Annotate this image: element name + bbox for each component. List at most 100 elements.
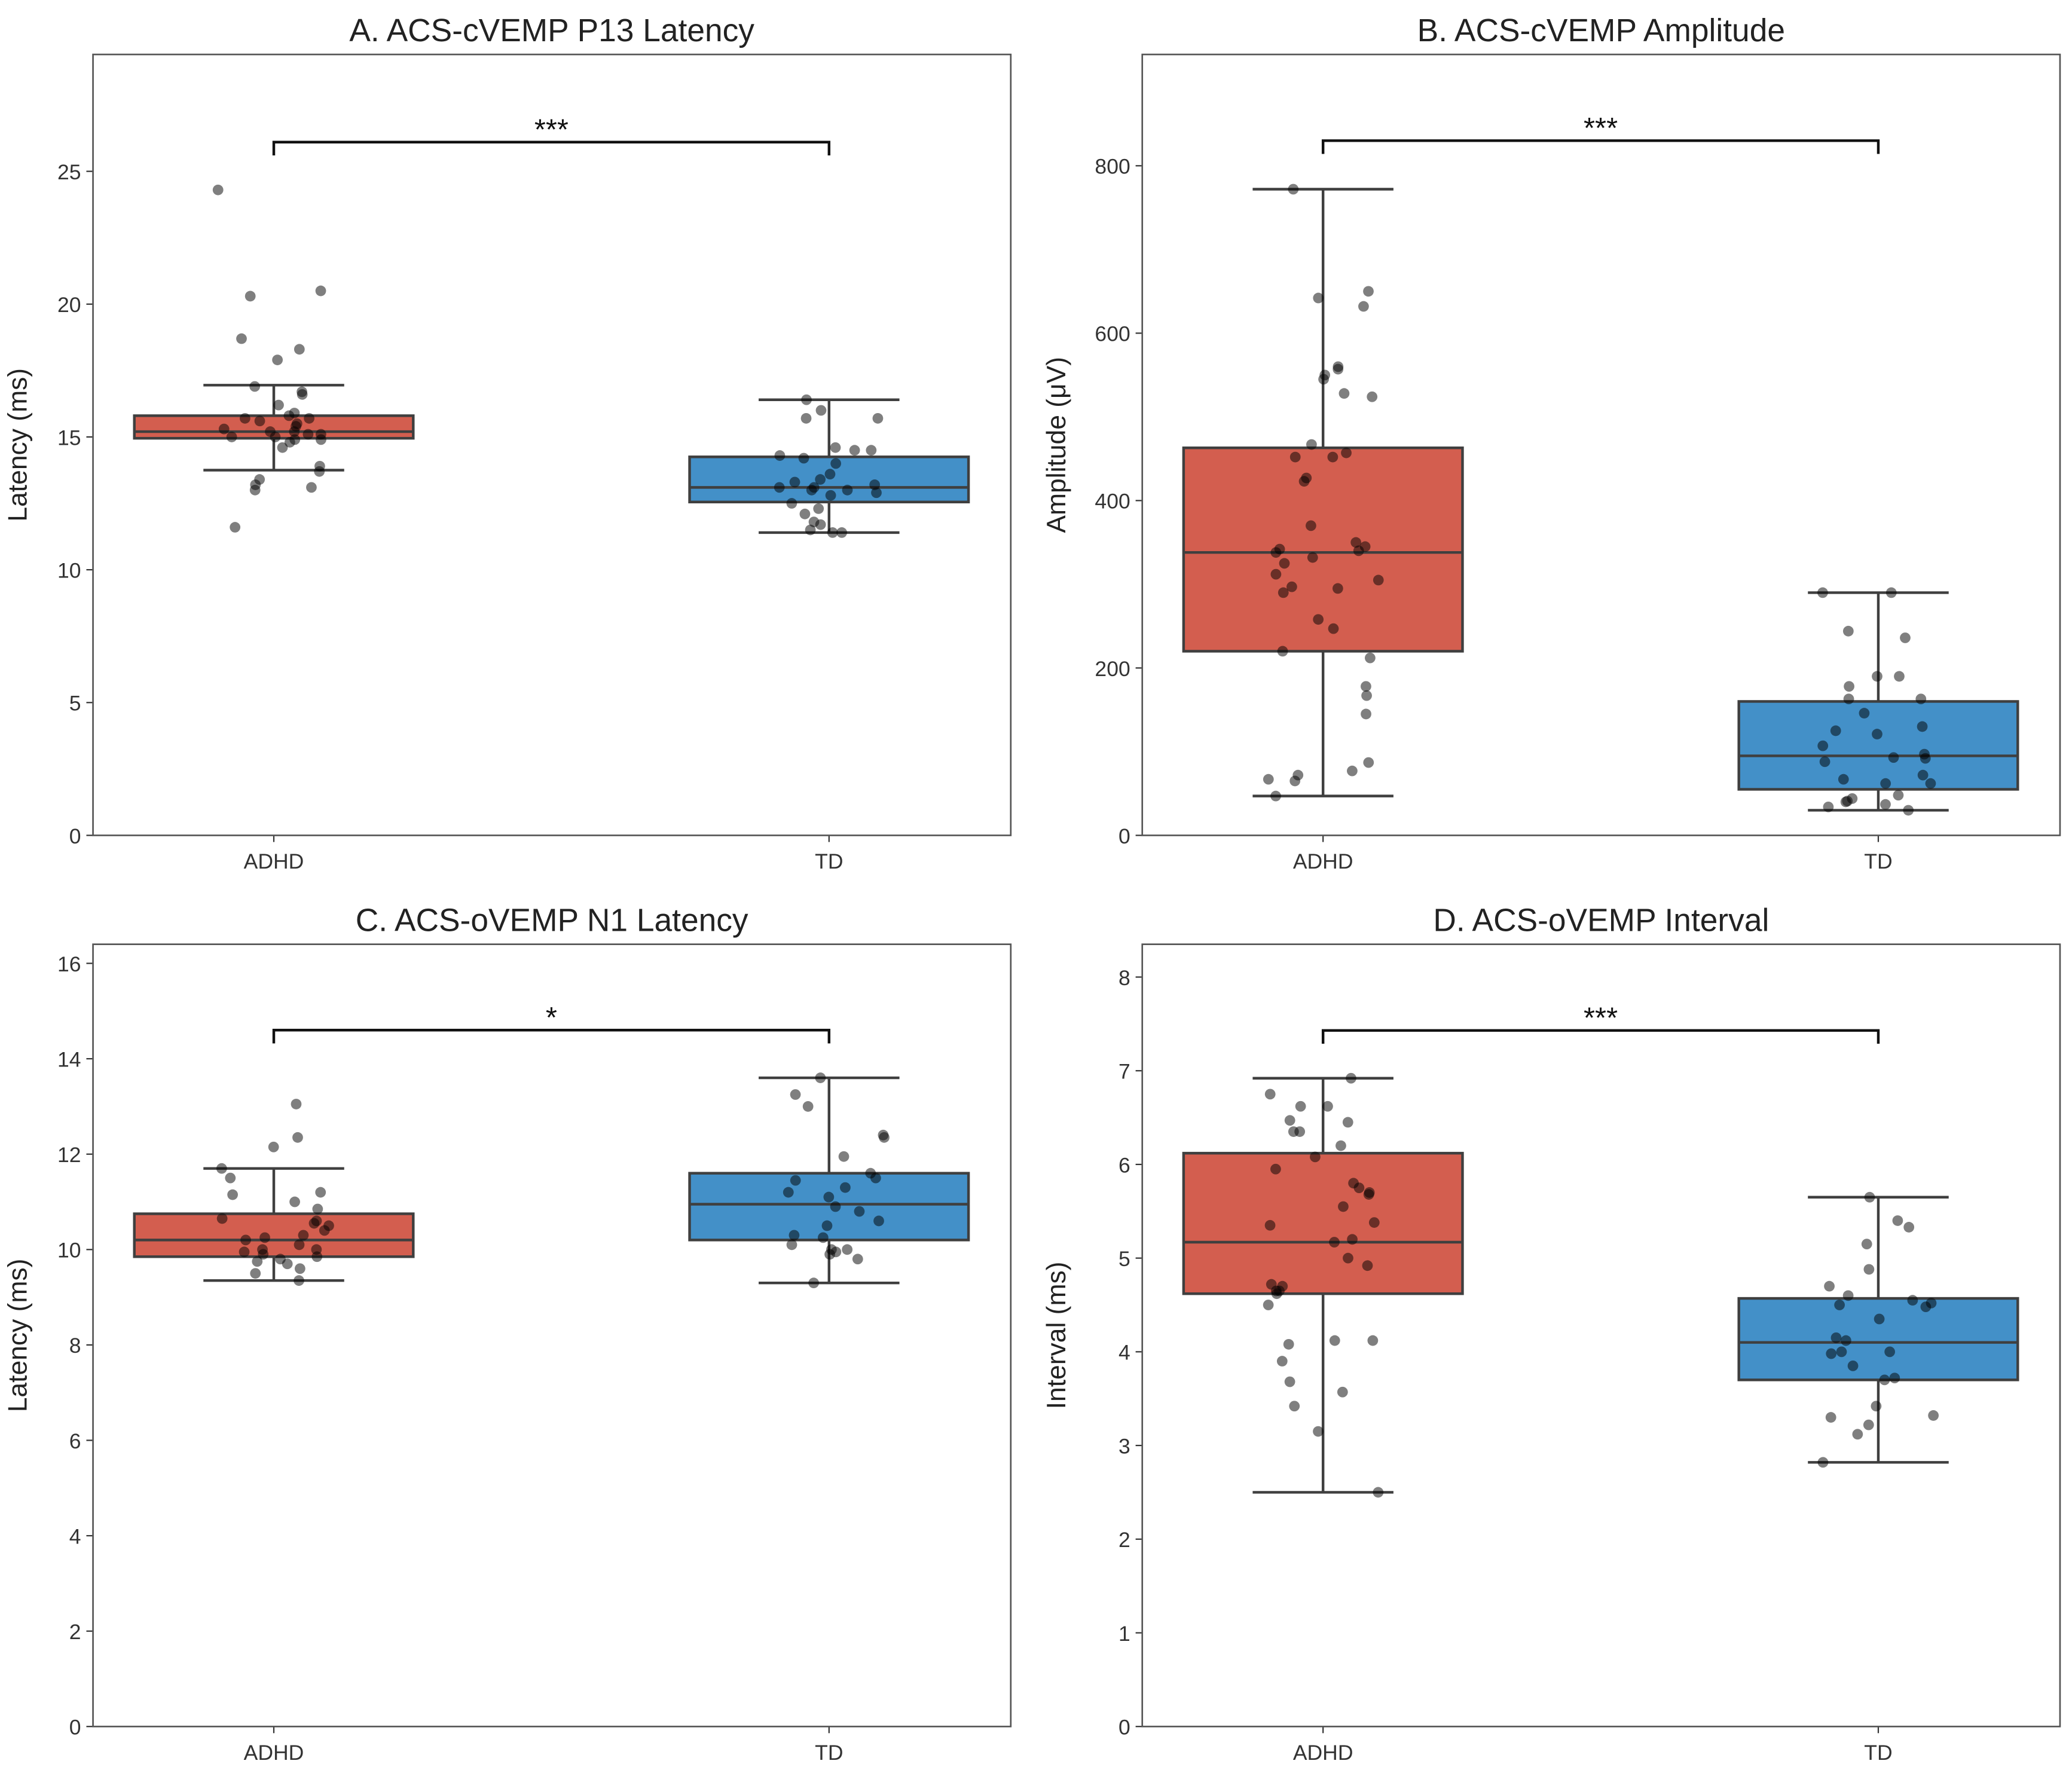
data-point (1817, 740, 1829, 751)
data-point (836, 527, 847, 538)
data-point (282, 1258, 293, 1270)
data-point (799, 508, 811, 519)
data-point (808, 1277, 820, 1289)
panel-c: C. ACS-oVEMP N1 Latency Latency (ms) 0 2 4 6 8… (3, 903, 1012, 1765)
data-point (1367, 391, 1378, 402)
data-point (1373, 1487, 1384, 1498)
data-point (315, 1187, 326, 1198)
data-point (830, 442, 841, 453)
data-point (270, 432, 281, 442)
data-point (870, 1172, 881, 1184)
data-point (1825, 1412, 1836, 1423)
data-point (1276, 1356, 1288, 1367)
x-tick-label: TD (1864, 1741, 1892, 1765)
x-tick-label: ADHD (1293, 849, 1353, 873)
data-point (873, 1215, 884, 1227)
x-tick-label: ADHD (244, 1741, 304, 1765)
data-point (1358, 301, 1369, 312)
data-point (1306, 520, 1316, 531)
data-point (1346, 1072, 1356, 1084)
data-point (1879, 1374, 1890, 1386)
box-td (688, 1072, 970, 1289)
data-point (789, 1230, 800, 1241)
data-point (226, 432, 237, 442)
y-tick-label: 6 (69, 1429, 81, 1453)
data-point (273, 399, 284, 411)
data-point (225, 1172, 236, 1184)
data-point (1328, 623, 1339, 634)
data-point (277, 442, 288, 453)
data-point (289, 426, 300, 437)
data-point (308, 1218, 320, 1229)
data-point (1368, 1217, 1380, 1228)
data-point (1859, 708, 1870, 719)
data-point (212, 184, 224, 195)
data-point (1337, 1386, 1348, 1398)
y-axis-label: Amplitude (μV) (1042, 357, 1071, 533)
data-point (1893, 790, 1904, 801)
data-point (1843, 693, 1854, 705)
data-point (254, 415, 265, 427)
data-point (240, 1234, 251, 1246)
data-point (1907, 1295, 1918, 1306)
data-point (824, 1249, 835, 1260)
y-tick-label: 1 (1118, 1622, 1130, 1646)
y-tick-label: 0 (1118, 824, 1130, 848)
data-point (1350, 537, 1362, 548)
x-tick-label: TD (815, 1741, 843, 1765)
data-point (1872, 729, 1882, 739)
data-point (1826, 1348, 1837, 1359)
panel-title: D. ACS-oVEMP Interval (1433, 903, 1769, 938)
y-tick-label: 20 (57, 293, 81, 317)
data-point (272, 354, 283, 365)
significance-label: *** (1584, 112, 1618, 145)
data-point (1343, 1252, 1353, 1264)
data-point (1363, 1189, 1374, 1200)
data-point (1842, 625, 1854, 637)
data-point (1279, 558, 1290, 569)
y-tick-label: 4 (69, 1524, 81, 1548)
significance-label: *** (534, 114, 569, 146)
axes-frame (92, 53, 1012, 836)
data-point (1310, 1151, 1321, 1163)
y-tick-label: 7 (1118, 1060, 1130, 1084)
data-point (1819, 756, 1830, 768)
data-point (869, 479, 881, 490)
data-point (1338, 1201, 1349, 1212)
data-point (1884, 1346, 1896, 1358)
box-adhd (133, 1099, 415, 1286)
data-point (789, 476, 800, 488)
y-tick-label: 5 (69, 692, 81, 716)
data-point (1847, 1360, 1859, 1371)
data-point (284, 436, 295, 448)
data-point (1318, 374, 1329, 385)
significance-label: *** (1584, 1002, 1618, 1034)
panel-title: A. ACS-cVEMP P13 Latency (349, 13, 754, 48)
data-point (1840, 1335, 1851, 1346)
data-point (806, 484, 817, 496)
data-point (1264, 1089, 1276, 1100)
data-point (815, 474, 826, 485)
data-point (1903, 805, 1914, 816)
data-point (813, 503, 824, 514)
data-point (1313, 1426, 1324, 1437)
data-point (872, 412, 884, 424)
data-point (294, 344, 305, 355)
y-tick-label: 10 (57, 558, 81, 582)
data-point (1852, 1429, 1863, 1440)
panel-a: A. ACS-cVEMP P13 Latency Latency (ms) 0 5 10… (3, 13, 1012, 873)
data-point (774, 482, 785, 493)
data-point (1288, 1126, 1299, 1137)
data-point (1824, 1280, 1835, 1292)
data-point (1329, 1335, 1340, 1346)
data-point (1900, 632, 1911, 643)
data-point (1864, 1191, 1875, 1203)
data-point (1915, 693, 1927, 705)
data-point (1342, 1117, 1353, 1128)
data-point (790, 1175, 801, 1186)
panel-b: B. ACS-cVEMP Amplitude Amplitude (μV) 0 200… (1042, 13, 2061, 873)
data-point (1367, 1335, 1379, 1346)
data-point (1894, 671, 1905, 682)
data-point (815, 519, 826, 530)
axes-frame (92, 943, 1012, 1728)
